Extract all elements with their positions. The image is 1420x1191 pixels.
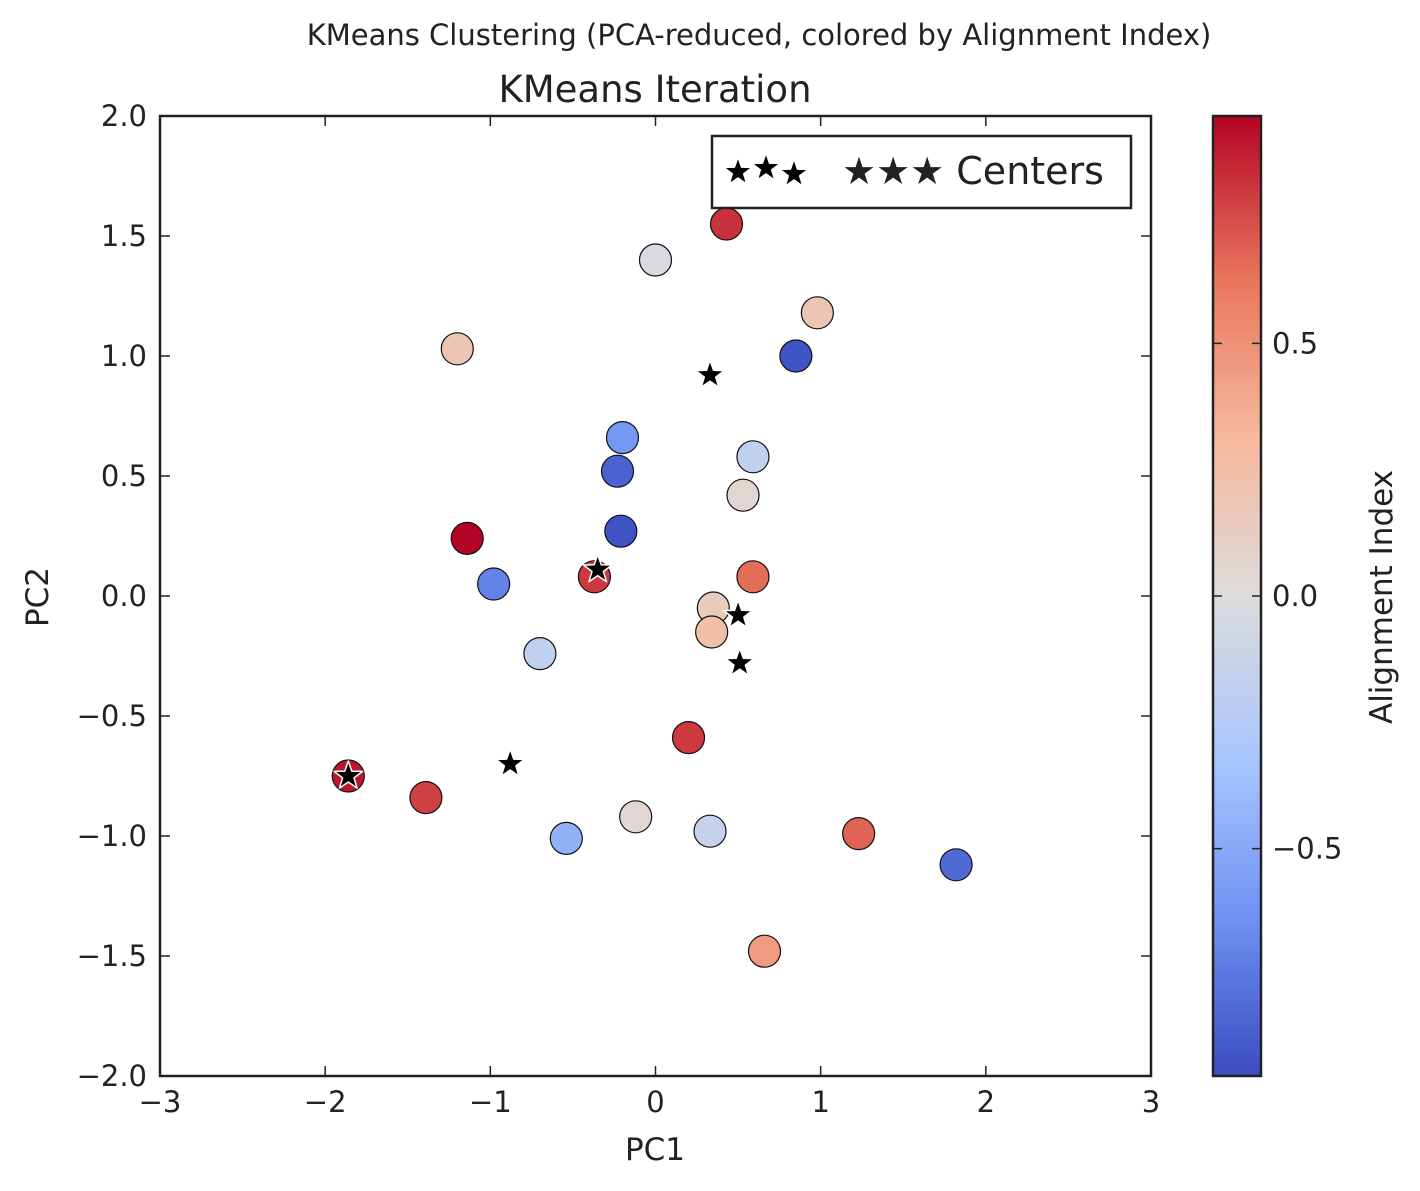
data-point xyxy=(409,780,443,815)
x-tick-label: 1 xyxy=(811,1085,829,1119)
y-tick-label: 2.0 xyxy=(101,99,147,133)
data-point xyxy=(709,207,744,241)
legend-star-handle xyxy=(722,152,810,187)
x-tick-label: −3 xyxy=(139,1085,182,1119)
data-point xyxy=(604,514,638,548)
y-axis-label: PC2 xyxy=(20,567,56,627)
colorbar-tick-label: 0.5 xyxy=(1272,326,1318,360)
cluster-center-marker xyxy=(723,599,754,629)
cluster-center-marker xyxy=(724,647,755,677)
chart-title: KMeans Iteration xyxy=(498,68,811,111)
chart-suptitle: KMeans Clustering (PCA-reduced, colored … xyxy=(307,18,1212,52)
colorbar-label: Alignment Index xyxy=(1364,470,1400,724)
x-tick-label: 3 xyxy=(1142,1085,1160,1119)
y-axis: −2.0 −1.5 −1.0 −0.5 0.0 0.5 1.0 1.5 2.0 xyxy=(77,99,1151,1093)
y-tick-label: −2.0 xyxy=(77,1059,147,1093)
data-point xyxy=(671,720,706,755)
data-point xyxy=(939,848,973,882)
data-point xyxy=(726,478,760,512)
x-axis: −3 −2 −1 0 1 2 3 xyxy=(139,116,1160,1119)
colorbar-ticks: −0.5 0.0 0.5 xyxy=(1213,326,1342,866)
legend-label: ★★★ Centers xyxy=(842,149,1104,193)
x-tick-label: −2 xyxy=(304,1085,347,1119)
data-point xyxy=(736,440,770,474)
data-point xyxy=(695,615,729,649)
y-tick-label: −0.5 xyxy=(77,699,147,733)
y-tick-label: 0.5 xyxy=(101,459,147,493)
cluster-center-marker xyxy=(582,553,613,583)
x-tick-label: −1 xyxy=(469,1085,512,1119)
data-point xyxy=(638,243,673,277)
data-point xyxy=(779,339,813,373)
colorbar: −0.5 0.0 0.5 Alignment Index xyxy=(1211,114,1400,1078)
legend-star-icon xyxy=(750,152,782,181)
y-tick-label: −1.5 xyxy=(77,939,147,973)
x-axis-label: PC1 xyxy=(625,1132,685,1168)
y-tick-label: 0.0 xyxy=(101,579,147,613)
x-tick-label: 0 xyxy=(646,1085,664,1119)
data-point xyxy=(605,421,640,455)
y-tick-label: −1.0 xyxy=(77,819,147,853)
x-tick-label: 2 xyxy=(977,1085,995,1119)
data-point xyxy=(600,454,635,488)
legend-star-icon xyxy=(778,158,810,187)
cluster-center-marker xyxy=(333,760,364,789)
colorbar-tick-label: −0.5 xyxy=(1272,832,1342,866)
legend-star-icon xyxy=(722,156,754,185)
data-point xyxy=(523,636,557,671)
data-point xyxy=(619,800,653,834)
plot-area xyxy=(331,207,973,968)
legend: ★★★ Centers xyxy=(710,134,1133,210)
y-tick-label: 1.0 xyxy=(101,339,147,373)
data-point xyxy=(450,521,484,556)
data-point xyxy=(693,814,727,848)
y-tick-label: 1.5 xyxy=(101,219,147,253)
data-point xyxy=(842,816,876,851)
data-point xyxy=(477,567,511,601)
data-point xyxy=(440,332,474,366)
cluster-center-marker xyxy=(495,748,526,777)
cluster-center-marker xyxy=(694,359,726,389)
data-point xyxy=(800,296,834,330)
colorbar-tick-label: 0.0 xyxy=(1272,579,1318,613)
data-point xyxy=(549,821,583,856)
legend-box xyxy=(710,134,1133,210)
data-point xyxy=(736,560,770,594)
data-point xyxy=(747,934,782,968)
